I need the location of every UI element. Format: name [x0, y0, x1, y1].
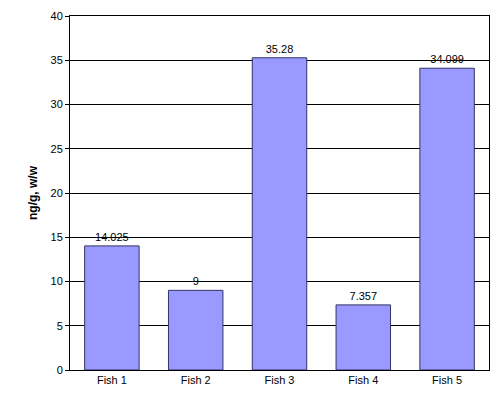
- svg-text:Fish 3: Fish 3: [265, 374, 295, 386]
- svg-text:0: 0: [57, 364, 63, 376]
- svg-text:Fish 2: Fish 2: [181, 374, 211, 386]
- svg-text:Fish 4: Fish 4: [348, 374, 378, 386]
- svg-text:15: 15: [51, 231, 63, 243]
- svg-text:7.357: 7.357: [350, 290, 378, 302]
- svg-text:35.28: 35.28: [266, 43, 294, 55]
- svg-text:34.099: 34.099: [430, 53, 464, 65]
- svg-text:40: 40: [51, 10, 63, 22]
- svg-text:30: 30: [51, 98, 63, 110]
- svg-text:5: 5: [57, 320, 63, 332]
- svg-text:20: 20: [51, 187, 63, 199]
- svg-text:35: 35: [51, 54, 63, 66]
- svg-text:9: 9: [193, 275, 199, 287]
- svg-text:10: 10: [51, 275, 63, 287]
- svg-text:25: 25: [51, 143, 63, 155]
- svg-text:Fish 1: Fish 1: [97, 374, 127, 386]
- svg-text:14.025: 14.025: [95, 231, 129, 243]
- svg-text:ng/g, w/w: ng/g, w/w: [26, 165, 40, 220]
- svg-text:Fish 5: Fish 5: [432, 374, 462, 386]
